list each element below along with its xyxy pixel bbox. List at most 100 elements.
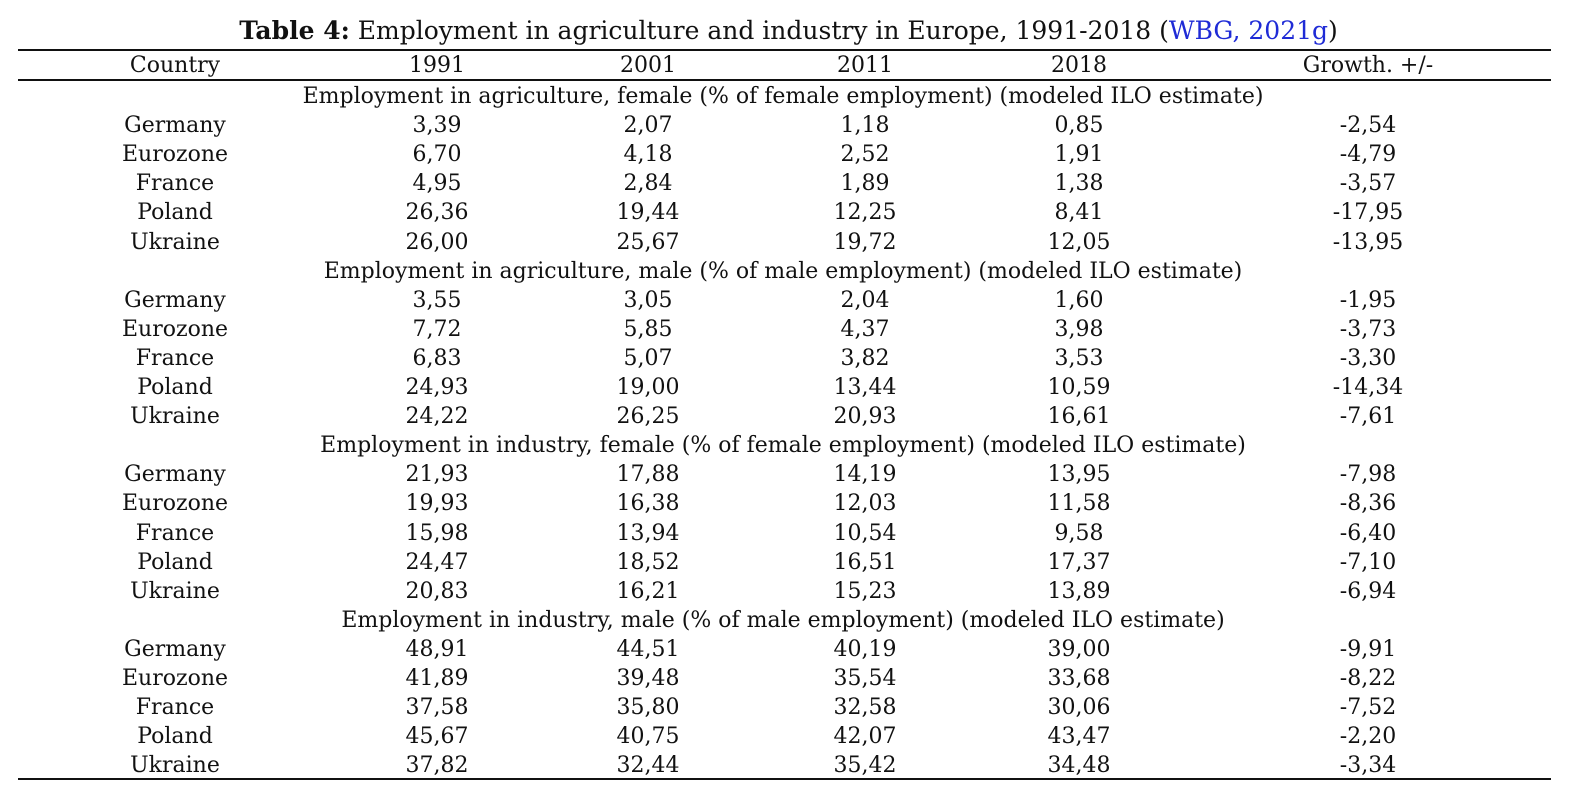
section-title-row: Employment in industry, male (% of male …: [0, 606, 1577, 635]
section-title-row: Employment in industry, female (% of fem…: [0, 431, 1577, 460]
growth-cell: -2,54: [1339, 113, 1397, 139]
table-row: Germany 48,91 44,51 40,19 39,00 -9,91: [0, 635, 1577, 664]
growth-cell: -6,40: [1339, 520, 1397, 546]
value-2011-cell: 35,42: [833, 753, 897, 779]
table-row: Germany 3,55 3,05 2,04 1,60 -1,95: [0, 286, 1577, 315]
value-2018-cell: 1,91: [1054, 142, 1104, 168]
growth-cell: -2,20: [1339, 724, 1397, 750]
value-2011-cell: 1,89: [840, 171, 890, 197]
table-row: Germany 3,39 2,07 1,18 0,85 -2,54: [0, 111, 1577, 140]
value-2011-cell: 3,82: [840, 345, 890, 371]
value-1991-cell: 21,93: [405, 462, 469, 488]
value-2001-cell: 5,07: [623, 345, 673, 371]
value-2018-cell: 3,98: [1054, 316, 1104, 342]
caption-close: ): [1328, 16, 1338, 45]
value-1991-cell: 6,70: [412, 142, 462, 168]
table-row: Ukraine 37,82 32,44 35,42 34,48 -3,34: [0, 751, 1577, 780]
section-title: Employment in industry, male (% of male …: [341, 607, 1225, 633]
bottom-rule: [18, 778, 1551, 780]
value-1991-cell: 6,83: [412, 345, 462, 371]
header-2018: 2018: [1051, 53, 1107, 78]
growth-cell: -8,22: [1339, 666, 1397, 691]
growth-cell: -4,79: [1339, 142, 1397, 168]
value-2018-cell: 10,59: [1047, 375, 1111, 400]
value-2001-cell: 16,21: [616, 578, 680, 604]
value-2001-cell: 44,51: [616, 636, 680, 662]
country-cell: France: [135, 695, 215, 721]
table-row: France 6,83 5,07 3,82 3,53 -3,30: [0, 344, 1577, 373]
value-2001-cell: 2,84: [623, 171, 673, 197]
value-2018-cell: 17,37: [1047, 549, 1111, 575]
growth-cell: -7,52: [1339, 695, 1397, 721]
table-caption: Table 4: Employment in agriculture and i…: [0, 14, 1577, 48]
country-cell: Germany: [124, 113, 226, 139]
value-2011-cell: 15,23: [833, 578, 897, 604]
value-2001-cell: 3,05: [623, 287, 673, 313]
header-2001: 2001: [620, 53, 676, 78]
value-2001-cell: 17,88: [616, 462, 680, 488]
value-2018-cell: 3,53: [1054, 345, 1104, 371]
value-2011-cell: 12,25: [833, 200, 897, 226]
value-2011-cell: 4,37: [840, 316, 890, 342]
growth-cell: -7,10: [1339, 549, 1397, 575]
header-country: Country: [129, 53, 221, 78]
growth-cell: -3,30: [1339, 345, 1397, 371]
country-cell: France: [135, 171, 215, 197]
header-rule: [18, 79, 1551, 81]
value-2018-cell: 12,05: [1047, 229, 1111, 255]
value-2001-cell: 5,85: [623, 316, 673, 342]
value-2011-cell: 12,03: [833, 491, 897, 517]
value-2001-cell: 18,52: [616, 549, 680, 575]
value-2018-cell: 34,48: [1047, 753, 1111, 779]
table-row: Poland 45,67 40,75 42,07 43,47 -2,20: [0, 722, 1577, 751]
value-2011-cell: 20,93: [833, 404, 897, 430]
growth-cell: -3,34: [1339, 753, 1397, 779]
country-cell: Eurozone: [121, 666, 229, 691]
value-2001-cell: 35,80: [616, 695, 680, 721]
value-2011-cell: 13,44: [833, 375, 897, 400]
value-2011-cell: 14,19: [833, 462, 897, 488]
header-2011: 2011: [837, 53, 893, 78]
value-1991-cell: 45,67: [405, 724, 469, 750]
value-2011-cell: 1,18: [840, 113, 890, 139]
growth-cell: -3,57: [1339, 171, 1397, 197]
table-row: Germany 21,93 17,88 14,19 13,95 -7,98: [0, 460, 1577, 489]
country-cell: Poland: [137, 724, 213, 750]
value-2001-cell: 25,67: [616, 229, 680, 255]
country-cell: Eurozone: [121, 142, 229, 168]
value-1991-cell: 37,58: [405, 695, 469, 721]
value-1991-cell: 7,72: [412, 316, 462, 342]
value-2001-cell: 4,18: [623, 142, 673, 168]
value-2011-cell: 2,52: [840, 142, 890, 168]
value-1991-cell: 19,93: [405, 491, 469, 517]
section-title-row: Employment in agriculture, male (% of ma…: [0, 257, 1577, 286]
value-2001-cell: 2,07: [623, 113, 673, 139]
table-row: Ukraine 20,83 16,21 15,23 13,89 -6,94: [0, 577, 1577, 606]
table-row: France 15,98 13,94 10,54 9,58 -6,40: [0, 519, 1577, 548]
growth-cell: -6,94: [1339, 578, 1397, 604]
growth-cell: -9,91: [1339, 636, 1397, 662]
value-2018-cell: 16,61: [1047, 404, 1111, 430]
value-2001-cell: 26,25: [616, 404, 680, 430]
table-row: Poland 26,36 19,44 12,25 8,41 -17,95: [0, 198, 1577, 227]
value-1991-cell: 3,39: [412, 113, 462, 139]
value-2011-cell: 35,54: [833, 666, 897, 691]
value-2001-cell: 19,00: [616, 375, 680, 400]
value-2018-cell: 1,60: [1054, 287, 1104, 313]
growth-cell: -1,95: [1339, 287, 1397, 313]
table-row: Eurozone 41,89 39,48 35,54 33,68 -8,22: [0, 664, 1577, 693]
growth-cell: -17,95: [1332, 200, 1404, 226]
growth-cell: -3,73: [1339, 316, 1397, 342]
section-title: Employment in industry, female (% of fem…: [320, 433, 1246, 459]
citation-link[interactable]: WBG, 2021g: [1168, 16, 1329, 45]
country-cell: Poland: [137, 200, 213, 226]
country-cell: France: [135, 520, 215, 546]
country-cell: Germany: [124, 462, 226, 488]
value-1991-cell: 37,82: [405, 753, 469, 779]
value-1991-cell: 20,83: [405, 578, 469, 604]
country-cell: Ukraine: [130, 578, 220, 604]
top-rule: [18, 49, 1551, 51]
value-2011-cell: 19,72: [833, 229, 897, 255]
value-2011-cell: 40,19: [833, 636, 897, 662]
value-2001-cell: 39,48: [616, 666, 680, 691]
